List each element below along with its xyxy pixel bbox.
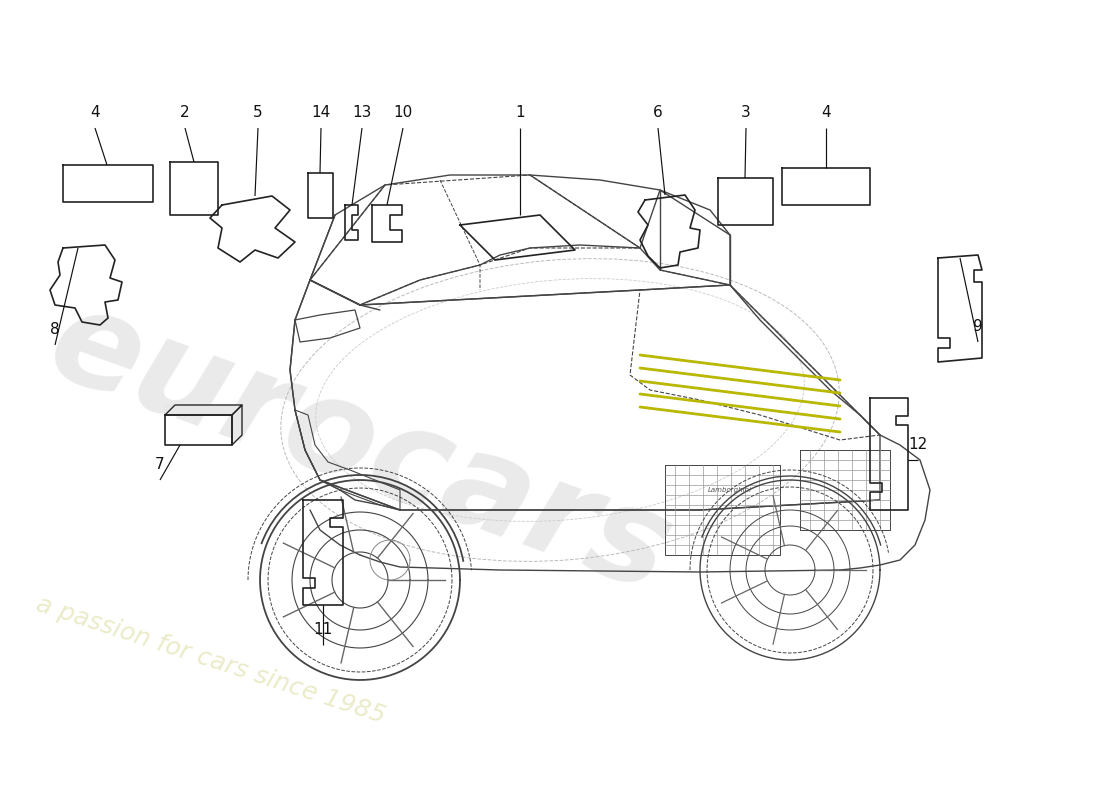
Text: 14: 14 <box>311 105 331 120</box>
Text: 2: 2 <box>180 105 190 120</box>
Text: eurocars: eurocars <box>33 277 688 619</box>
Text: a passion for cars since 1985: a passion for cars since 1985 <box>33 592 388 728</box>
Text: 5: 5 <box>253 105 263 120</box>
Text: 4: 4 <box>822 105 830 120</box>
Text: 8: 8 <box>51 322 59 337</box>
Text: 11: 11 <box>314 622 332 637</box>
Text: 10: 10 <box>394 105 412 120</box>
Text: 6: 6 <box>653 105 663 120</box>
Text: 13: 13 <box>352 105 372 120</box>
Text: 4: 4 <box>90 105 100 120</box>
Text: 9: 9 <box>974 319 983 334</box>
Text: 3: 3 <box>741 105 751 120</box>
Text: 1: 1 <box>515 105 525 120</box>
Text: Lamborghini: Lamborghini <box>708 487 752 493</box>
Text: 7: 7 <box>155 457 165 472</box>
Text: 12: 12 <box>909 437 927 452</box>
Polygon shape <box>165 405 242 445</box>
